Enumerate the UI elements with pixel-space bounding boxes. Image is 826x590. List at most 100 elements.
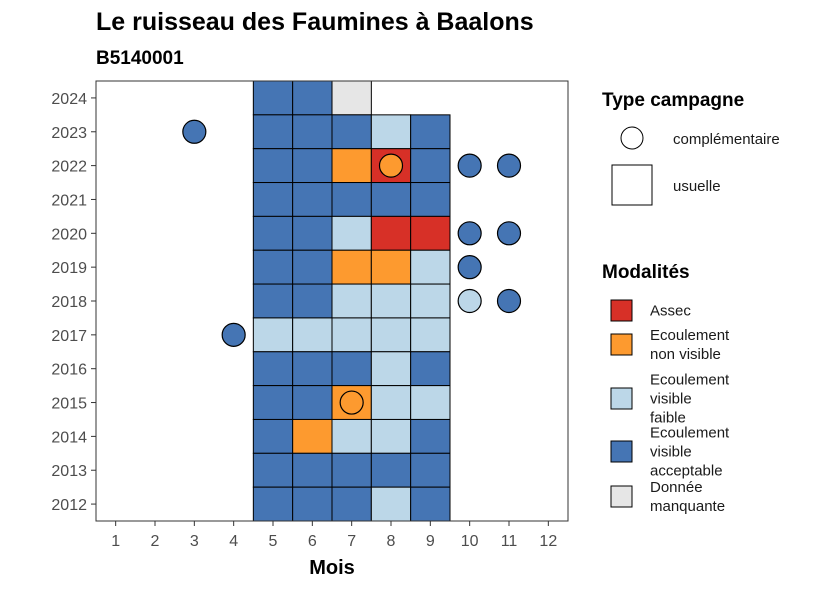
tile-2012-8 xyxy=(370,486,412,522)
tile-2024-5 xyxy=(252,80,294,116)
tile-2015-5 xyxy=(252,385,294,420)
legend-swatch-assec xyxy=(610,299,633,322)
point-2017-4 xyxy=(221,322,246,347)
legend-campagne-title: Type campagne xyxy=(602,90,744,111)
tile-2015-8 xyxy=(370,385,412,420)
tile-2022-9 xyxy=(410,148,451,184)
usuelle-tiles xyxy=(252,80,451,522)
legend-label-nonvisible: Ecoulement non visible xyxy=(650,327,730,363)
x-tick-label-8: 8 xyxy=(387,533,396,550)
legend-type-campagne: Type campagne complémentaire usuelle xyxy=(602,90,780,206)
tile-2017-7 xyxy=(331,317,372,353)
legend-swatch-nonvisible xyxy=(610,333,633,356)
tile-2012-7 xyxy=(331,486,372,522)
point-2020-11 xyxy=(496,221,522,246)
point-2018-10 xyxy=(457,288,482,314)
y-tick-label-2019: 2019 xyxy=(51,260,87,277)
tile-2023-6 xyxy=(292,114,333,150)
tile-2022-7 xyxy=(331,148,372,184)
tile-2013-6 xyxy=(292,452,333,488)
tile-2016-6 xyxy=(292,351,333,387)
tile-2021-5 xyxy=(252,182,294,217)
legend-label-acceptable: Ecoulement visible acceptable xyxy=(650,425,730,480)
point-2020-10 xyxy=(457,221,482,246)
point-2018-11 xyxy=(496,288,522,314)
tile-2022-5 xyxy=(252,148,294,184)
tile-2013-8 xyxy=(370,452,412,488)
tile-2012-6 xyxy=(292,486,333,522)
tile-2019-8 xyxy=(370,249,412,285)
tile-2019-6 xyxy=(292,249,333,285)
tile-2022-6 xyxy=(292,148,333,184)
point-2023-3 xyxy=(182,119,207,144)
tile-2018-7 xyxy=(331,283,372,319)
point-2022-8 xyxy=(378,153,404,178)
tile-2014-8 xyxy=(370,418,412,454)
complementaire-points xyxy=(182,119,522,415)
x-tick-label-2: 2 xyxy=(151,533,160,550)
legend-label-manquante: Donnée manquante xyxy=(650,479,725,515)
tile-2024-7 xyxy=(331,80,372,116)
legend-swatch-faible xyxy=(610,387,633,410)
chart-title: Le ruisseau des Faumines à Baalons xyxy=(96,8,534,36)
point-2015-7 xyxy=(339,390,364,415)
tile-2016-9 xyxy=(410,351,451,387)
tile-2023-7 xyxy=(331,114,372,150)
x-tick-label-11: 11 xyxy=(501,533,518,550)
legend-swatch-acceptable xyxy=(610,440,633,463)
y-tick-label-2013: 2013 xyxy=(51,463,87,480)
tile-2021-6 xyxy=(292,182,333,217)
x-tick-label-9: 9 xyxy=(426,533,435,550)
y-tick-label-2023: 2023 xyxy=(51,125,87,142)
y-tick-label-2020: 2020 xyxy=(51,226,87,243)
legend-campagne-label-complementaire: complémentaire xyxy=(673,131,780,148)
x-tick-label-7: 7 xyxy=(347,533,356,550)
tile-2023-5 xyxy=(252,114,294,150)
tile-2018-6 xyxy=(292,283,333,319)
y-tick-label-2015: 2015 xyxy=(51,396,87,413)
tile-2018-8 xyxy=(370,283,412,319)
tile-2020-8 xyxy=(370,215,412,251)
tile-2020-9 xyxy=(410,215,451,251)
y-tick-label-2016: 2016 xyxy=(51,362,87,379)
tile-2013-7 xyxy=(331,452,372,488)
tile-2021-9 xyxy=(410,182,451,217)
y-tick-label-2017: 2017 xyxy=(51,328,87,345)
tile-2020-6 xyxy=(292,215,333,251)
x-tick-label-5: 5 xyxy=(269,533,278,550)
legend-label-assec: Assec xyxy=(650,303,691,320)
x-tick-label-12: 12 xyxy=(539,533,557,550)
tile-2016-7 xyxy=(331,351,372,387)
tile-2017-8 xyxy=(370,317,412,353)
tile-2016-5 xyxy=(252,351,294,387)
tile-2018-9 xyxy=(410,283,451,319)
y-tick-label-2024: 2024 xyxy=(51,91,87,108)
legend-modalites: Modalités Assec Ecoulement non visible Ecou… xyxy=(602,262,730,515)
y-tick-label-2014: 2014 xyxy=(51,429,87,446)
x-tick-label-1: 1 xyxy=(111,533,120,550)
tile-2018-5 xyxy=(252,283,294,319)
point-2019-10 xyxy=(457,255,482,280)
tile-2019-5 xyxy=(252,249,294,285)
plot-area xyxy=(95,80,569,522)
tile-2015-9 xyxy=(410,385,451,420)
tile-2012-5 xyxy=(252,486,294,522)
tile-2021-8 xyxy=(370,182,412,217)
y-axis: 2012 2013 2014 2015 2016 2017 2018 2019 2020 2021… xyxy=(51,91,96,514)
tile-2024-6 xyxy=(292,80,333,116)
y-tick-label-2021: 2021 xyxy=(51,192,87,209)
x-axis-title: Mois xyxy=(309,557,355,579)
tile-2015-6 xyxy=(292,385,333,420)
tile-2023-8 xyxy=(370,114,412,150)
legend-circle-symbol xyxy=(620,126,644,150)
y-tick-label-2018: 2018 xyxy=(51,294,87,311)
chart-subtitle: B5140001 xyxy=(96,48,184,69)
x-tick-label-4: 4 xyxy=(229,533,238,550)
tile-2020-7 xyxy=(331,215,372,251)
tile-2017-9 xyxy=(410,317,451,353)
x-tick-label-3: 3 xyxy=(190,533,199,550)
tile-2020-5 xyxy=(252,215,294,251)
y-tick-label-2012: 2012 xyxy=(51,497,87,514)
point-2022-11 xyxy=(496,153,522,178)
